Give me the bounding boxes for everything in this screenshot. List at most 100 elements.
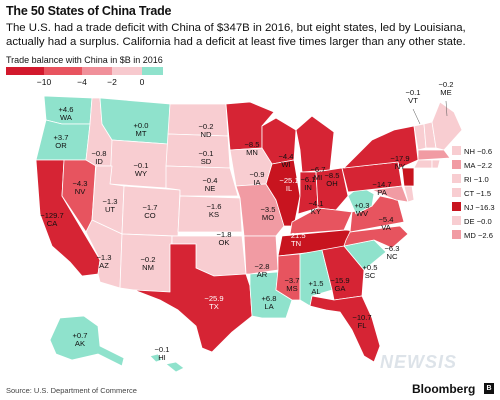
label-ia-code: IA	[253, 178, 261, 187]
ne-swatch-nh	[452, 146, 461, 155]
label-ky-code: KY	[311, 207, 321, 216]
ne-label-ma: MA −2.2	[464, 161, 492, 170]
state-mi	[295, 115, 335, 173]
ne-code: MA	[464, 161, 475, 170]
label-az: −1.3	[97, 253, 112, 262]
state-nd	[167, 103, 229, 137]
label-tx-code: TX	[209, 302, 219, 311]
state-fl	[309, 295, 381, 363]
label-vt: −0.1	[406, 88, 421, 97]
label-fl: −10.7	[352, 313, 371, 322]
legend-color-bar	[6, 67, 163, 75]
state-il	[265, 159, 301, 227]
label-sc: +0.5	[363, 263, 378, 272]
legend-swatch-very-deep	[6, 67, 44, 75]
label-me: −0.2	[439, 80, 454, 89]
label-ms: −3.7	[285, 276, 300, 285]
state-ks	[177, 195, 243, 233]
label-nv: −4.3	[73, 179, 88, 188]
label-nm-code: NM	[142, 263, 154, 272]
label-nc-code: NC	[387, 252, 398, 261]
state-me	[431, 101, 463, 151]
label-ar-code: AR	[257, 270, 268, 279]
label-al: +1.5	[309, 279, 324, 288]
label-ak-code: AK	[75, 339, 85, 348]
ne-swatch-ct	[452, 188, 461, 197]
label-va: −5.4	[379, 215, 394, 224]
label-oh-code: OH	[326, 179, 337, 188]
watermark: NEWSIS	[380, 352, 458, 372]
label-al-code: AL	[311, 287, 320, 296]
state-in	[297, 171, 319, 215]
ne-value: −2.2	[477, 161, 493, 170]
label-hi-code: HI	[158, 353, 166, 362]
label-wi-code: WI	[281, 160, 290, 169]
label-pa: −14.7	[372, 180, 391, 189]
label-ok-code: OK	[219, 238, 230, 247]
page-title: The 50 States of China Trade	[6, 4, 172, 18]
ne-label-ct: CT −1.5	[464, 189, 491, 198]
legend-title: Trade balance with China in $B in 2016	[6, 55, 163, 65]
legend-swatch-surplus	[142, 67, 163, 75]
ne-label-md: MD −2.6	[464, 231, 493, 240]
label-hi: −0.1	[155, 345, 170, 354]
ne-value: −0.6	[477, 147, 493, 156]
label-va-code: VA	[381, 223, 392, 232]
legend-tick: −2	[107, 77, 117, 87]
ne-swatch-ri	[452, 174, 461, 183]
label-sd-code: SD	[201, 157, 212, 166]
state-ct	[413, 159, 433, 169]
ne-value: −2.6	[477, 231, 493, 240]
label-mn-code: MN	[246, 148, 258, 157]
legend-tick: 0	[139, 77, 145, 87]
state-nc	[343, 225, 409, 249]
bloomberg-b-icon: B	[484, 383, 494, 394]
label-tx: −25.9	[204, 294, 223, 303]
northeast-connectors	[412, 100, 448, 125]
label-ny: −17.9	[390, 154, 409, 163]
label-ne: −0.4	[203, 176, 218, 185]
ne-code: NH	[464, 147, 475, 156]
legend-tick: −4	[77, 77, 87, 87]
state-oh	[315, 167, 349, 211]
ne-code: RI	[464, 175, 472, 184]
label-mt-code: MT	[136, 129, 147, 138]
label-ne-code: NE	[205, 184, 216, 193]
label-wy: −0.1	[134, 161, 149, 170]
legend-tick: −10	[36, 77, 52, 87]
label-wv: +0.3	[355, 201, 370, 210]
label-ca: −129.7	[40, 211, 63, 220]
label-sd: −0.1	[199, 149, 214, 158]
label-ga-code: GA	[335, 284, 347, 293]
ne-swatch-ma	[452, 160, 461, 169]
label-mo: −3.5	[261, 205, 276, 214]
label-ky: −4.1	[309, 199, 324, 208]
label-nv-code: NV	[75, 187, 86, 196]
ne-value: −16.3	[475, 203, 495, 212]
label-sc-code: SC	[365, 271, 376, 280]
label-il: −25.1	[279, 176, 298, 185]
label-vt-code: VT	[408, 96, 418, 105]
label-ks-code: KS	[209, 210, 219, 219]
label-ks: −1.6	[207, 202, 222, 211]
label-nc: −6.3	[385, 244, 400, 253]
ne-label-de: DE −0.0	[464, 217, 492, 226]
label-co: −1.7	[143, 203, 158, 212]
label-la: +6.8	[262, 294, 277, 303]
label-az-code: AZ	[99, 261, 109, 270]
label-ms-code: MS	[286, 284, 297, 293]
page-subtitle: The U.S. had a trade deficit with China …	[6, 22, 466, 48]
label-mi: −6.7	[311, 165, 326, 174]
label-ga: −15.9	[330, 276, 349, 285]
label-wy-code: WY	[135, 169, 147, 178]
label-oh: −8.5	[325, 171, 340, 180]
label-ak: +0.7	[73, 331, 88, 340]
label-mt: +0.0	[134, 121, 149, 130]
brand-logo: Bloomberg	[412, 382, 476, 396]
label-wi: −4.4	[279, 152, 294, 161]
state-ma	[417, 149, 451, 161]
label-wa: +4.6	[59, 105, 74, 114]
label-mo-code: MO	[262, 213, 274, 222]
ne-value: −0.0	[476, 217, 492, 226]
